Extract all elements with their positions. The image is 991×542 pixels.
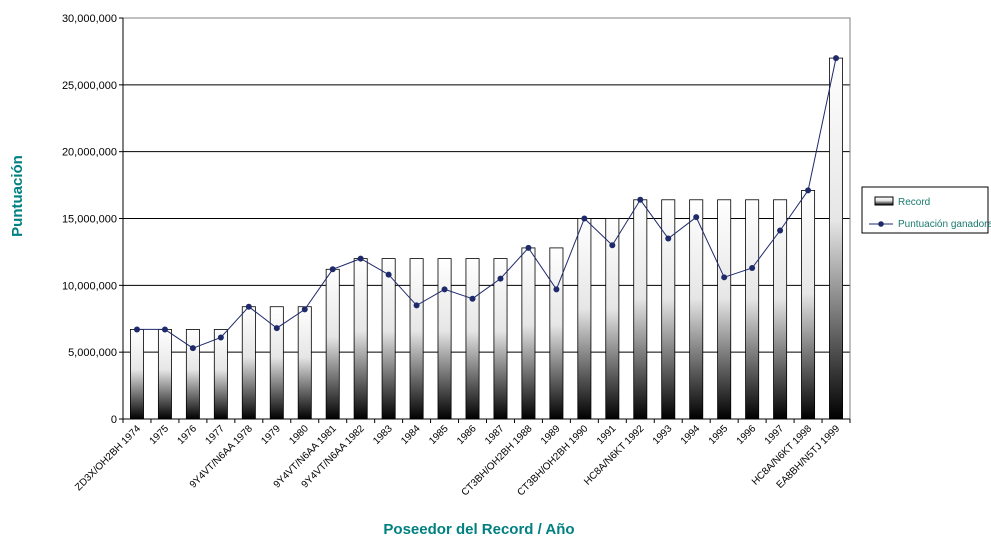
winning-score-point xyxy=(665,235,672,242)
winning-score-point xyxy=(805,187,812,194)
y-tick-label: 30,000,000 xyxy=(62,13,117,25)
winning-score-point xyxy=(329,266,336,273)
x-tick-label: 1994 xyxy=(679,423,703,447)
bar-record xyxy=(801,190,816,420)
bar-record xyxy=(325,268,340,420)
winning-score-point xyxy=(609,242,616,249)
winning-score-point xyxy=(189,345,196,352)
bar-record xyxy=(829,57,843,420)
bar-record xyxy=(213,329,228,420)
winning-score-point xyxy=(553,286,560,293)
x-tick-label: 1975 xyxy=(148,423,172,447)
winning-score-point xyxy=(133,326,140,333)
winning-score-point xyxy=(497,275,504,282)
winning-score-point xyxy=(777,227,784,234)
bar-record xyxy=(269,306,284,420)
bar-record xyxy=(493,258,508,420)
x-tick-label: 1989 xyxy=(539,423,563,447)
x-tick-label: 1996 xyxy=(735,423,759,447)
legend-label-winning-score: Puntuación ganadora xyxy=(898,219,991,230)
winning-score-point xyxy=(413,302,420,309)
legend-bar-swatch xyxy=(874,196,894,206)
winning-score-point xyxy=(637,196,644,203)
gridlines xyxy=(123,17,850,353)
bar-record xyxy=(353,258,368,420)
x-tick-label: 1983 xyxy=(371,423,395,447)
winning-score-point xyxy=(301,306,308,313)
bar-record xyxy=(465,258,480,420)
winning-score-point xyxy=(161,326,168,333)
legend-label-record: Record xyxy=(898,197,930,208)
bar-record xyxy=(549,247,564,420)
bar-record xyxy=(381,258,396,420)
winning-score-point xyxy=(469,295,476,302)
winning-score-point xyxy=(385,271,392,278)
bar-record xyxy=(409,258,424,420)
x-axis-title: Poseedor del Record / Año xyxy=(383,521,574,538)
x-tick-label: 1979 xyxy=(259,423,283,447)
y-tick-labels: 0 5,000,000 10,000,000 15,000,000 20,000,000… xyxy=(62,13,123,426)
x-tick-label: 1985 xyxy=(427,423,451,447)
bar-record xyxy=(633,199,648,420)
winning-score-point xyxy=(441,286,448,293)
line-series xyxy=(133,55,840,352)
winning-score-point xyxy=(357,255,364,262)
x-tick-label: 1977 xyxy=(203,423,227,447)
bar-record xyxy=(717,199,732,420)
winning-score-point xyxy=(721,274,728,281)
y-tick-label: 20,000,000 xyxy=(62,147,117,159)
bar-record xyxy=(241,306,256,420)
winning-score-point xyxy=(693,214,700,221)
x-tick-label: 1993 xyxy=(651,423,675,447)
bar-record xyxy=(577,218,592,420)
legend: Record Puntuación ganadora xyxy=(861,186,991,234)
winning-score-point xyxy=(273,325,280,332)
x-tick-label: ZD3X/OH2BH 1974 xyxy=(73,423,143,493)
bar-record xyxy=(437,258,452,420)
bar-record xyxy=(157,329,172,420)
x-tick-label: 1991 xyxy=(595,423,619,447)
x-tick-label: 1984 xyxy=(399,423,423,447)
winning-score-point xyxy=(833,55,840,62)
winning-score-point xyxy=(581,215,588,222)
winning-score-line xyxy=(137,57,837,349)
x-tick-label: 1995 xyxy=(707,423,731,447)
winning-score-point xyxy=(245,303,252,310)
x-tick-label: 1987 xyxy=(483,423,507,447)
y-tick-label: 5,000,000 xyxy=(68,347,117,359)
bar-record xyxy=(521,247,536,420)
y-tick-label: 25,000,000 xyxy=(62,80,117,92)
y-tick-label: 10,000,000 xyxy=(62,280,117,292)
bar-series xyxy=(130,57,843,420)
y-axis-title: Puntuación xyxy=(9,155,26,237)
bar-record xyxy=(297,306,312,420)
y-tick-label: 15,000,000 xyxy=(62,214,117,226)
winning-score-point xyxy=(217,334,224,341)
x-tick-label: 1976 xyxy=(176,423,200,447)
x-tick-label: 1997 xyxy=(763,423,787,447)
winning-score-point xyxy=(525,244,532,251)
bar-record xyxy=(745,199,760,420)
legend-line-marker xyxy=(878,221,884,227)
y-tick-label: 0 xyxy=(111,414,117,426)
bar-record xyxy=(689,199,704,420)
x-tick-label: 1980 xyxy=(287,423,311,447)
bar-record xyxy=(185,329,200,420)
bar-record xyxy=(605,218,620,420)
winning-score-point xyxy=(749,264,756,271)
x-tick-label: 1986 xyxy=(455,423,479,447)
bar-record xyxy=(130,329,144,420)
